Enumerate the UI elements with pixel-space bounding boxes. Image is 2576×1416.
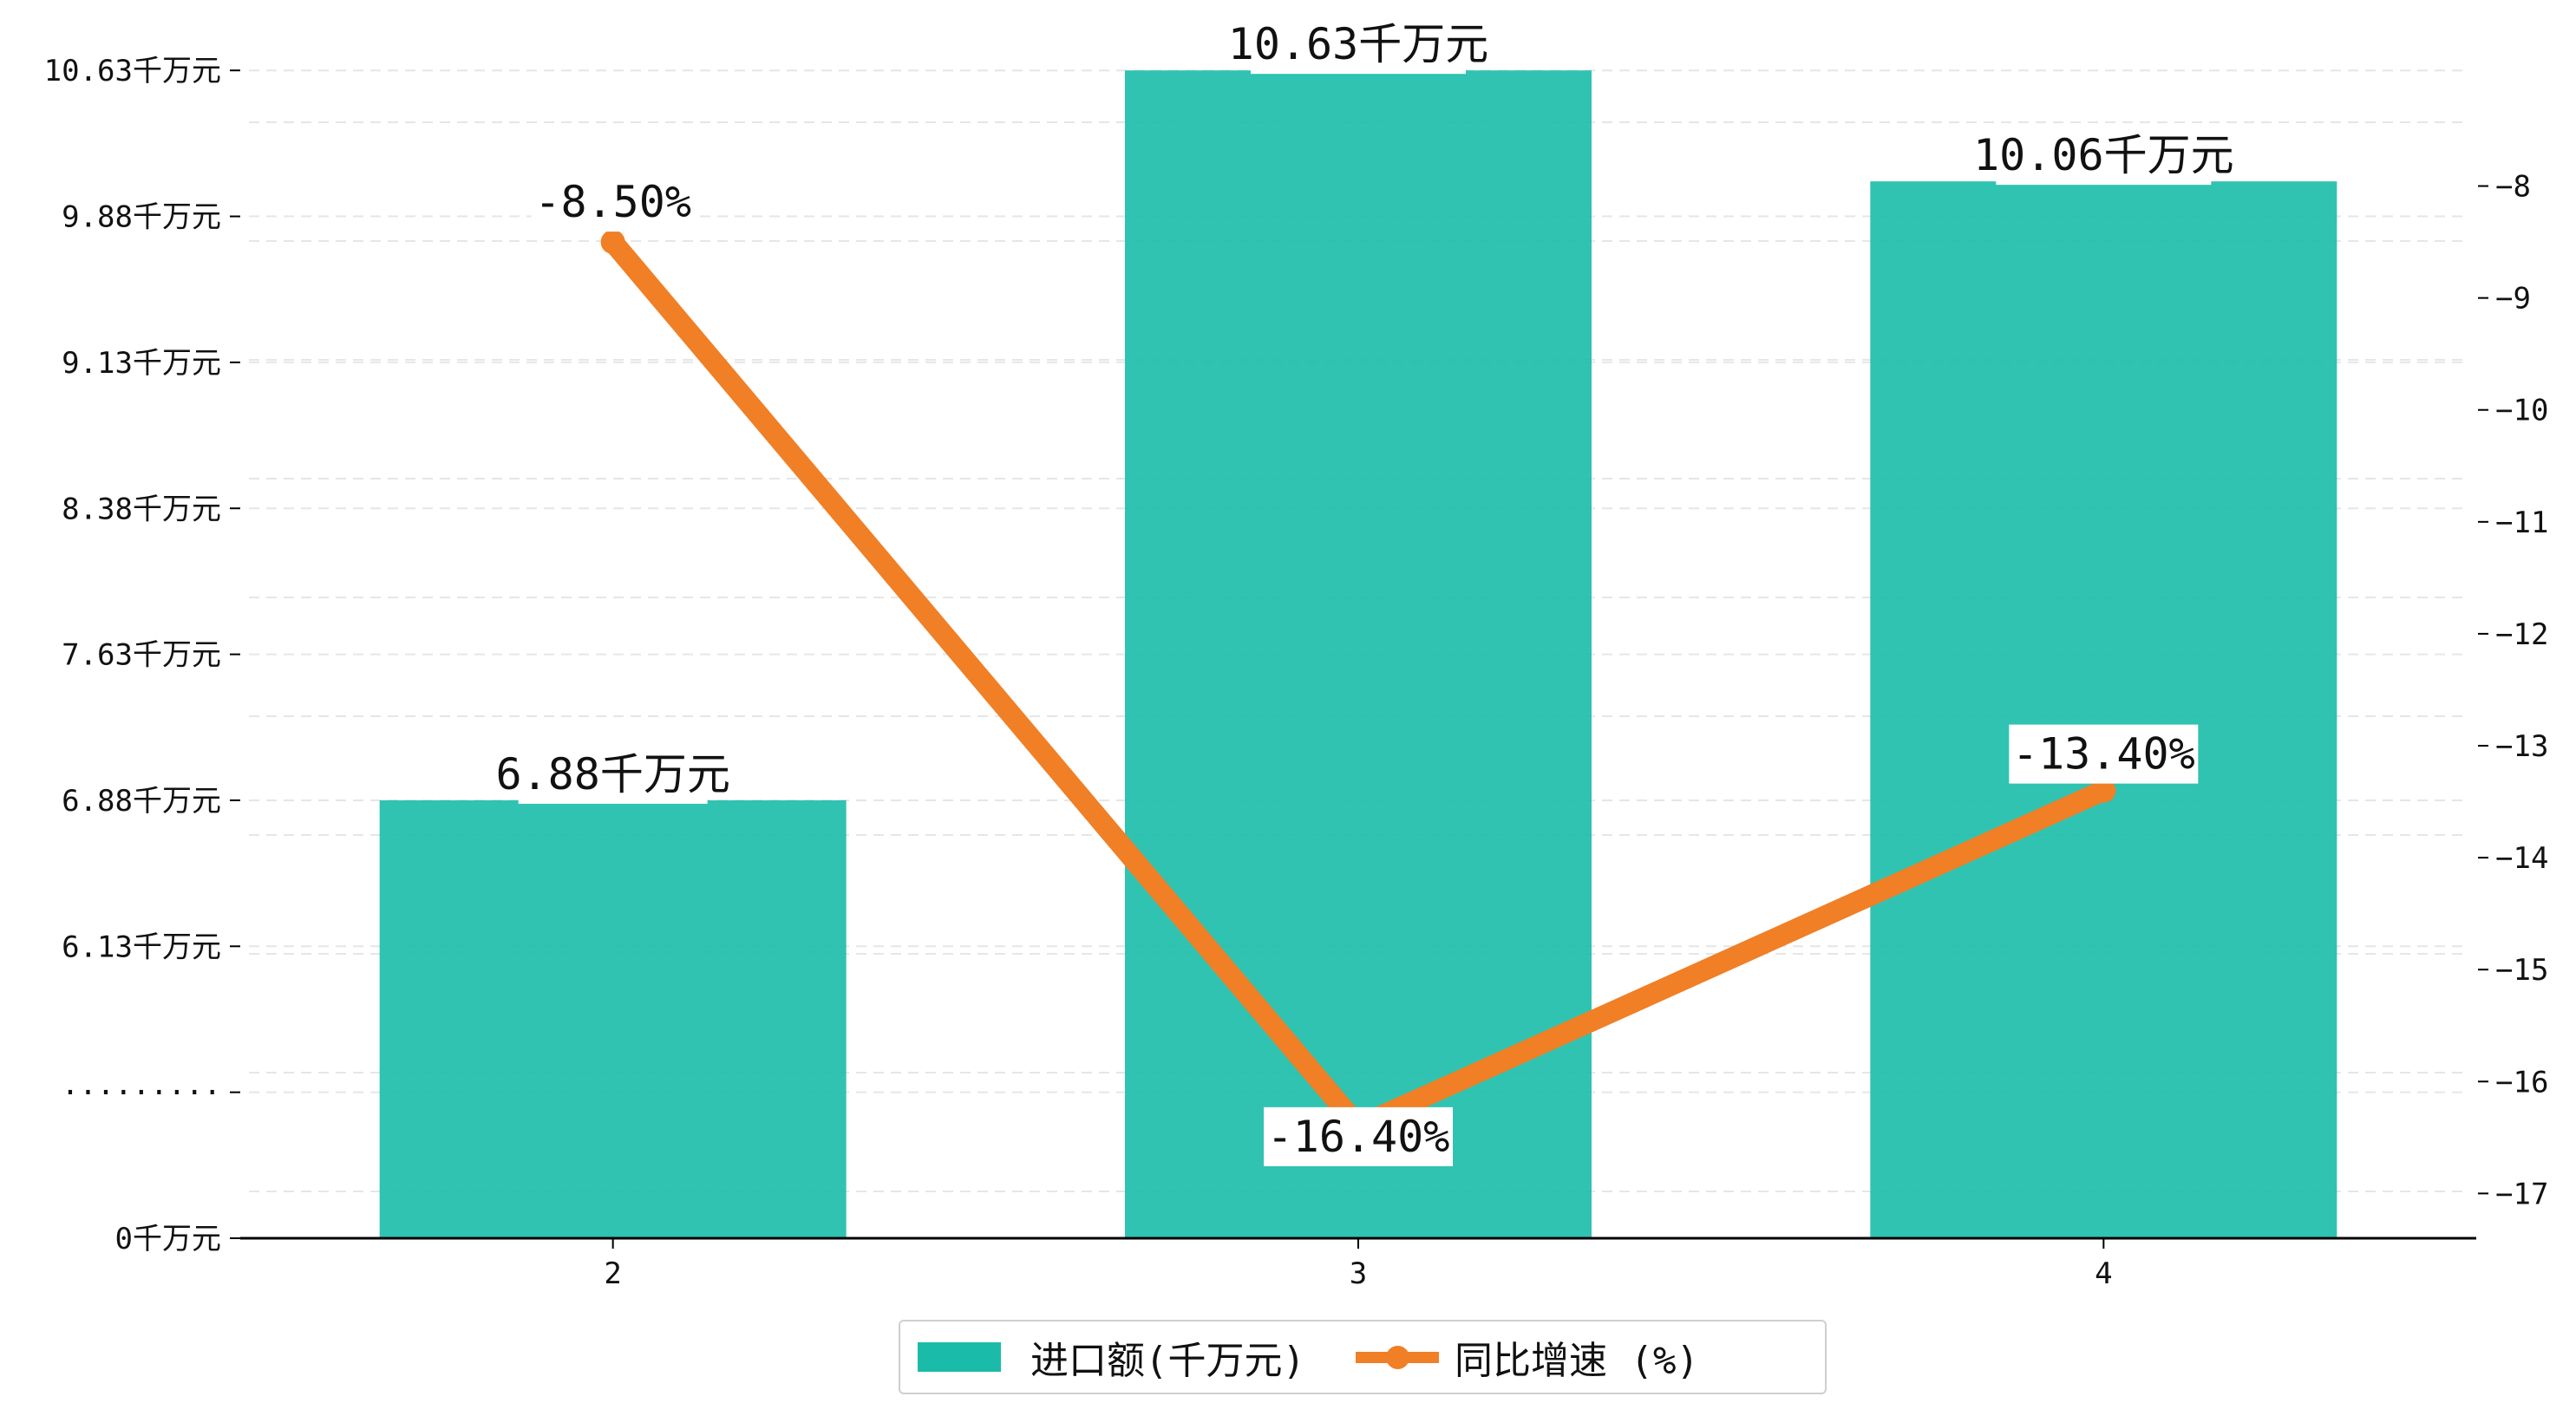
left-tick-label: 8.38千万元: [62, 492, 221, 526]
right-tick-label: −14: [2495, 841, 2548, 876]
legend-line-label: 同比增速 (%): [1454, 1339, 1699, 1383]
right-tick-label: −17: [2495, 1177, 2548, 1211]
axes: 0千万元 ········· 6.13千万元 6.88千万元 7.63千万元 8.38千万…: [44, 54, 2549, 1291]
x-tick-label: 4: [2095, 1256, 2112, 1291]
left-tick-label: 7.63千万元: [62, 638, 221, 673]
bar-value-label: 10.06千万元: [1973, 130, 2234, 180]
left-tick-label: 9.13千万元: [62, 346, 221, 381]
bar-series: [379, 70, 2337, 1239]
legend-item-bar: 进口额(千万元): [918, 1329, 1305, 1385]
line-value-label: -13.40%: [2012, 729, 2195, 780]
bar-value-label-box: [1996, 126, 2212, 186]
left-tick-label: 6.13千万元: [62, 930, 221, 964]
bar-2: [379, 799, 847, 1238]
line-point-2: [600, 230, 625, 255]
line-value-label-box: [1264, 1106, 1453, 1166]
right-tick-label: −8: [2495, 170, 2531, 205]
bar-value-label: 6.88千万元: [495, 749, 729, 799]
x-tick-label: 2: [604, 1256, 621, 1291]
line-point-4: [2091, 778, 2116, 803]
legend-bar-label: 进口额(千万元): [1030, 1339, 1305, 1383]
left-tick-label: ·········: [62, 1076, 221, 1111]
right-tick-label: −15: [2495, 953, 2548, 988]
legend: 进口额(千万元) 同比增速 (%): [899, 1320, 1827, 1394]
right-tick-label: −10: [2495, 394, 2548, 428]
data-labels: 6.88千万元 10.63千万元 10.06千万元 -8.50% -16.40% -13.…: [495, 15, 2234, 1166]
bar-3: [1125, 70, 1592, 1239]
left-tick-label: 10.63千万元: [44, 54, 221, 88]
right-tick-label: −13: [2495, 729, 2548, 764]
legend-bar-swatch: [918, 1342, 1001, 1372]
line-value-label-box: [2009, 724, 2199, 784]
line-value-label-box: [531, 173, 695, 232]
bar-4: [1870, 181, 2337, 1238]
bar-value-label: 10.63千万元: [1228, 19, 1489, 69]
x-tick-label: 3: [1350, 1256, 1367, 1291]
right-tick-label: −16: [2495, 1065, 2548, 1100]
left-tick-label: 6.88千万元: [62, 784, 221, 819]
right-tick-label: −11: [2495, 506, 2548, 540]
line-value-label: -16.40%: [1267, 1112, 1450, 1162]
legend-item-line: 同比增速 (%): [1355, 1329, 1699, 1385]
legend-line-swatch: [1355, 1342, 1439, 1372]
right-tick-label: −9: [2495, 282, 2531, 316]
right-tick-label: −12: [2495, 617, 2548, 652]
bar-value-label-box: [1251, 15, 1466, 75]
line-value-label: -8.50%: [534, 177, 691, 227]
bar-value-label-box: [518, 744, 708, 804]
left-tick-label: 9.88千万元: [62, 200, 221, 235]
left-tick-label: 0千万元: [115, 1222, 221, 1256]
